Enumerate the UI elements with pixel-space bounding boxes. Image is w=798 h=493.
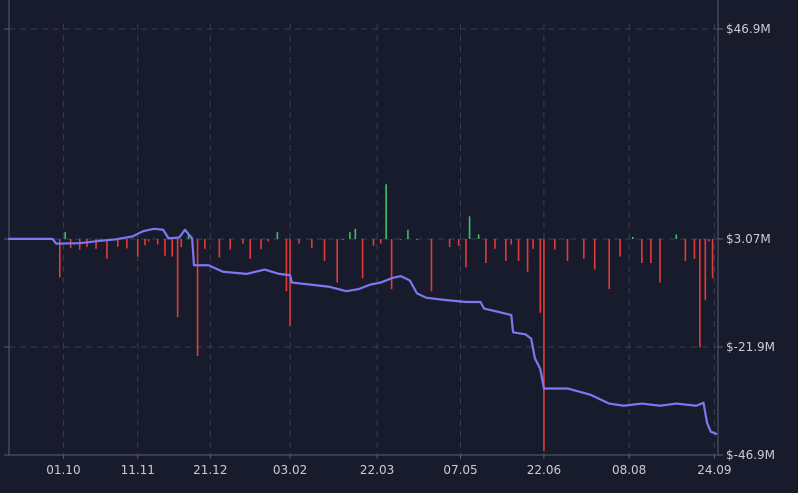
bar-negative	[554, 239, 556, 250]
bar-positive	[187, 234, 190, 239]
bar-negative	[532, 239, 534, 249]
bar-positive	[349, 232, 351, 239]
bar-negative	[58, 239, 61, 278]
bar-negative	[361, 239, 364, 279]
bar-positive	[675, 234, 678, 239]
y-tick-label: $46.9M	[726, 22, 771, 36]
axes	[4, 0, 723, 459]
bar-positive	[385, 184, 387, 239]
bar-negative	[619, 239, 621, 257]
bar-negative	[485, 239, 487, 264]
bar-negative	[593, 239, 596, 270]
bar-negative	[229, 239, 232, 250]
bar-negative	[311, 239, 313, 248]
bar-negative	[465, 239, 467, 268]
bar-negative	[289, 239, 291, 326]
bar-negative	[298, 239, 300, 244]
bar-negative	[399, 239, 402, 240]
bar-negative	[242, 239, 244, 244]
y-tick-label: $3.07M	[726, 232, 771, 246]
bar-negative	[176, 239, 179, 318]
bar-negative	[171, 239, 173, 257]
bar-negative	[136, 239, 139, 257]
bar-negative	[341, 239, 344, 240]
bar-negative	[218, 239, 221, 258]
bar-negative	[517, 239, 520, 261]
bar-negative	[144, 239, 146, 246]
bar-negative	[249, 239, 251, 259]
bar-positive	[276, 232, 279, 239]
x-tick-label: 08.08	[612, 463, 646, 477]
cumulative-line	[7, 227, 718, 435]
bar-negative	[704, 239, 707, 300]
bar-negative	[147, 239, 150, 242]
y-axis-tick-labels: $46.9M $3.07M $-21.9M $-46.9M	[726, 22, 775, 462]
bar-negative	[684, 239, 687, 261]
bar-negative	[505, 239, 507, 261]
x-tick-label: 11.11	[121, 463, 155, 477]
bar-negative	[641, 239, 643, 264]
bar-negative	[204, 239, 206, 249]
bar-negative	[260, 239, 262, 250]
bar-negative	[699, 239, 701, 348]
y-tick-label: $-46.9M	[726, 448, 775, 462]
x-axis-tick-labels: 01.10 11.11 21.12 03.02 22.03 07.05 22.06 08.08…	[46, 463, 731, 477]
bar-positive	[631, 236, 634, 239]
bar-negative	[267, 239, 270, 242]
x-tick-label: 22.03	[360, 463, 394, 477]
bar-negative	[164, 239, 166, 256]
bar-negative	[659, 239, 661, 283]
bar-negative	[708, 239, 710, 242]
bar-positive	[477, 234, 480, 239]
bar-negative	[539, 239, 542, 313]
bar-negative	[650, 239, 652, 264]
bar-negative	[117, 239, 119, 247]
bar-negative	[711, 239, 714, 279]
x-tick-label: 22.06	[527, 463, 561, 477]
bar-positive	[407, 229, 409, 239]
bar-negative	[510, 239, 513, 245]
bar-negative	[494, 239, 496, 249]
bar-negative	[372, 239, 375, 246]
bar-negative	[126, 239, 128, 249]
bar-negative	[106, 239, 108, 259]
bar-negative	[430, 239, 433, 292]
bar-negative	[78, 239, 81, 250]
bar-negative	[566, 239, 569, 261]
bar-negative	[693, 239, 696, 259]
bar-positive	[64, 232, 67, 239]
y-tick-label: $-21.9M	[726, 340, 775, 354]
bar-negative	[543, 239, 545, 452]
bar-negative	[583, 239, 585, 259]
bar-negative	[336, 239, 339, 283]
bar-positive	[468, 216, 471, 239]
bar-negative	[448, 239, 451, 248]
bar-negative	[526, 239, 529, 272]
bar-negative	[156, 239, 159, 245]
bar-negative	[390, 239, 393, 290]
bar-negative	[95, 239, 97, 249]
bar-negative	[323, 239, 326, 261]
bar-positive	[354, 228, 357, 239]
bar-negative	[285, 239, 288, 292]
x-tick-label: 07.05	[443, 463, 477, 477]
bar-negative	[457, 239, 460, 246]
x-tick-label: 03.02	[273, 463, 307, 477]
bar-negative	[608, 239, 610, 290]
x-tick-label: 01.10	[46, 463, 80, 477]
x-tick-label: 21.12	[193, 463, 227, 477]
bar-negative	[379, 239, 382, 244]
bar-series	[58, 184, 714, 452]
line-series	[7, 227, 718, 435]
x-tick-label: 24.09	[697, 463, 731, 477]
bar-negative	[196, 239, 199, 357]
bar-negative	[416, 239, 418, 240]
bar-negative	[180, 239, 183, 248]
